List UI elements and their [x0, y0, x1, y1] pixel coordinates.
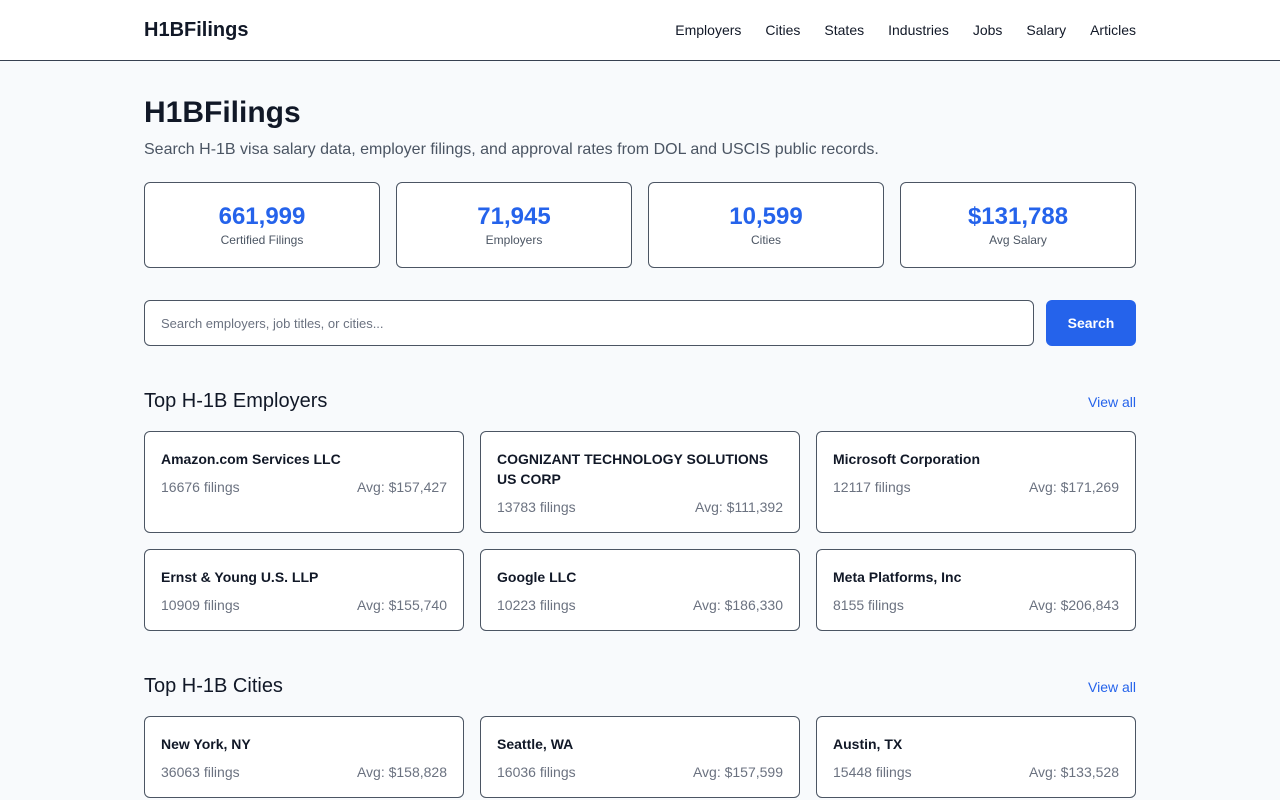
city-card[interactable]: Seattle, WA 16036 filings Avg: $157,599: [480, 716, 800, 798]
cities-grid: New York, NY 36063 filings Avg: $158,828…: [144, 716, 1136, 798]
employer-meta: 16676 filings Avg: $157,427: [161, 477, 447, 497]
employer-name: Microsoft Corporation: [833, 451, 980, 467]
nav-link-salary[interactable]: Salary: [1026, 22, 1067, 38]
employer-name: Meta Platforms, Inc: [833, 569, 962, 585]
main-content: H1BFilings Search H-1B visa salary data,…: [144, 61, 1136, 798]
employer-card[interactable]: Meta Platforms, Inc 8155 filings Avg: $2…: [816, 549, 1136, 631]
nav-link-cities[interactable]: Cities: [765, 22, 801, 38]
nav-link-articles[interactable]: Articles: [1090, 22, 1136, 38]
city-name: Seattle, WA: [497, 736, 574, 752]
employer-name: Google LLC: [497, 569, 577, 585]
employer-card[interactable]: Microsoft Corporation 12117 filings Avg:…: [816, 431, 1136, 533]
avg-salary: Avg: $171,269: [1028, 479, 1119, 495]
filings-count: 12117 filings: [833, 479, 911, 495]
filings-count: 16676 filings: [161, 479, 240, 495]
stat-card-employers: 71,945 Employers: [396, 182, 632, 268]
stat-value: 71,945: [477, 203, 551, 230]
employer-card[interactable]: Amazon.com Services LLC 16676 filings Av…: [144, 431, 464, 533]
filings-count: 16036 filings: [497, 764, 576, 780]
section-header: Top H-1B Cities View all: [144, 675, 1136, 698]
stat-card-certified-filings: 661,999 Certified Filings: [144, 182, 380, 268]
search-button[interactable]: Search: [1046, 300, 1136, 346]
search-input[interactable]: [144, 300, 1034, 346]
stat-label: Cities: [750, 233, 781, 247]
section-title: Top H-1B Employers: [144, 390, 328, 412]
page-subtitle: Search H-1B visa salary data, employer f…: [144, 141, 879, 158]
stat-label: Avg Salary: [989, 233, 1047, 247]
employer-name: Ernst & Young U.S. LLP: [161, 569, 319, 585]
filings-count: 36063 filings: [161, 764, 240, 780]
cities-view-all-link[interactable]: View all: [1088, 678, 1136, 695]
employer-name: COGNIZANT TECHNOLOGY SOLUTIONS US CORP: [497, 451, 769, 487]
section-header: Top H-1B Employers View all: [144, 390, 1136, 413]
page-title: H1BFilings: [144, 96, 301, 129]
employer-name: Amazon.com Services LLC: [161, 451, 341, 467]
stats-row: 661,999 Certified Filings 71,945 Employe…: [144, 182, 1136, 268]
avg-salary: Avg: $186,330: [692, 597, 783, 613]
avg-salary: Avg: $206,843: [1028, 597, 1119, 613]
city-meta: 36063 filings Avg: $158,828: [161, 762, 447, 782]
stat-value: 10,599: [729, 203, 803, 230]
avg-salary: Avg: $133,528: [1028, 764, 1119, 780]
city-card[interactable]: New York, NY 36063 filings Avg: $158,828: [144, 716, 464, 798]
stat-value: 661,999: [218, 203, 306, 230]
city-name: Austin, TX: [833, 736, 903, 752]
filings-count: 13783 filings: [497, 499, 576, 515]
avg-salary: Avg: $157,599: [692, 764, 783, 780]
top-employers-section: Top H-1B Employers View all Amazon.com S…: [144, 390, 1136, 631]
employers-grid: Amazon.com Services LLC 16676 filings Av…: [144, 431, 1136, 631]
nav-link-jobs[interactable]: Jobs: [972, 22, 1003, 38]
employer-meta: 10223 filings Avg: $186,330: [497, 595, 783, 615]
main-nav: Employers Cities States Industries Jobs …: [675, 22, 1136, 38]
nav-link-employers[interactable]: Employers: [675, 22, 742, 38]
stat-value: $131,788: [967, 203, 1069, 230]
nav-link-states[interactable]: States: [824, 22, 865, 38]
filings-count: 10909 filings: [161, 597, 240, 613]
employer-card[interactable]: Google LLC 10223 filings Avg: $186,330: [480, 549, 800, 631]
avg-salary: Avg: $158,828: [356, 764, 447, 780]
avg-salary: Avg: $157,427: [356, 479, 447, 495]
avg-salary: Avg: $111,392: [695, 499, 783, 515]
avg-salary: Avg: $155,740: [356, 597, 447, 613]
city-meta: 15448 filings Avg: $133,528: [833, 762, 1119, 782]
stat-label: Employers: [485, 233, 543, 247]
nav-link-industries[interactable]: Industries: [888, 22, 949, 38]
employers-view-all-link[interactable]: View all: [1088, 393, 1136, 410]
stat-label: Certified Filings: [220, 233, 304, 247]
top-navbar: H1BFilings Employers Cities States Indus…: [0, 0, 1280, 61]
search-form: Search: [144, 300, 1136, 346]
employer-meta: 10909 filings Avg: $155,740: [161, 595, 447, 615]
employer-meta: 13783 filings Avg: $111,392: [497, 497, 783, 517]
brand-logo-link[interactable]: H1BFilings: [144, 19, 249, 41]
top-cities-section: Top H-1B Cities View all New York, NY 36…: [144, 675, 1136, 798]
employer-card[interactable]: Ernst & Young U.S. LLP 10909 filings Avg…: [144, 549, 464, 631]
filings-count: 15448 filings: [833, 764, 912, 780]
city-meta: 16036 filings Avg: $157,599: [497, 762, 783, 782]
employer-card[interactable]: COGNIZANT TECHNOLOGY SOLUTIONS US CORP 1…: [480, 431, 800, 533]
employer-meta: 12117 filings Avg: $171,269: [833, 477, 1119, 497]
filings-count: 8155 filings: [833, 597, 904, 613]
stat-card-avg-salary: $131,788 Avg Salary: [900, 182, 1136, 268]
filings-count: 10223 filings: [497, 597, 576, 613]
employer-meta: 8155 filings Avg: $206,843: [833, 595, 1119, 615]
section-title: Top H-1B Cities: [144, 675, 283, 697]
city-card[interactable]: Austin, TX 15448 filings Avg: $133,528: [816, 716, 1136, 798]
stat-card-cities: 10,599 Cities: [648, 182, 884, 268]
city-name: New York, NY: [161, 736, 251, 752]
